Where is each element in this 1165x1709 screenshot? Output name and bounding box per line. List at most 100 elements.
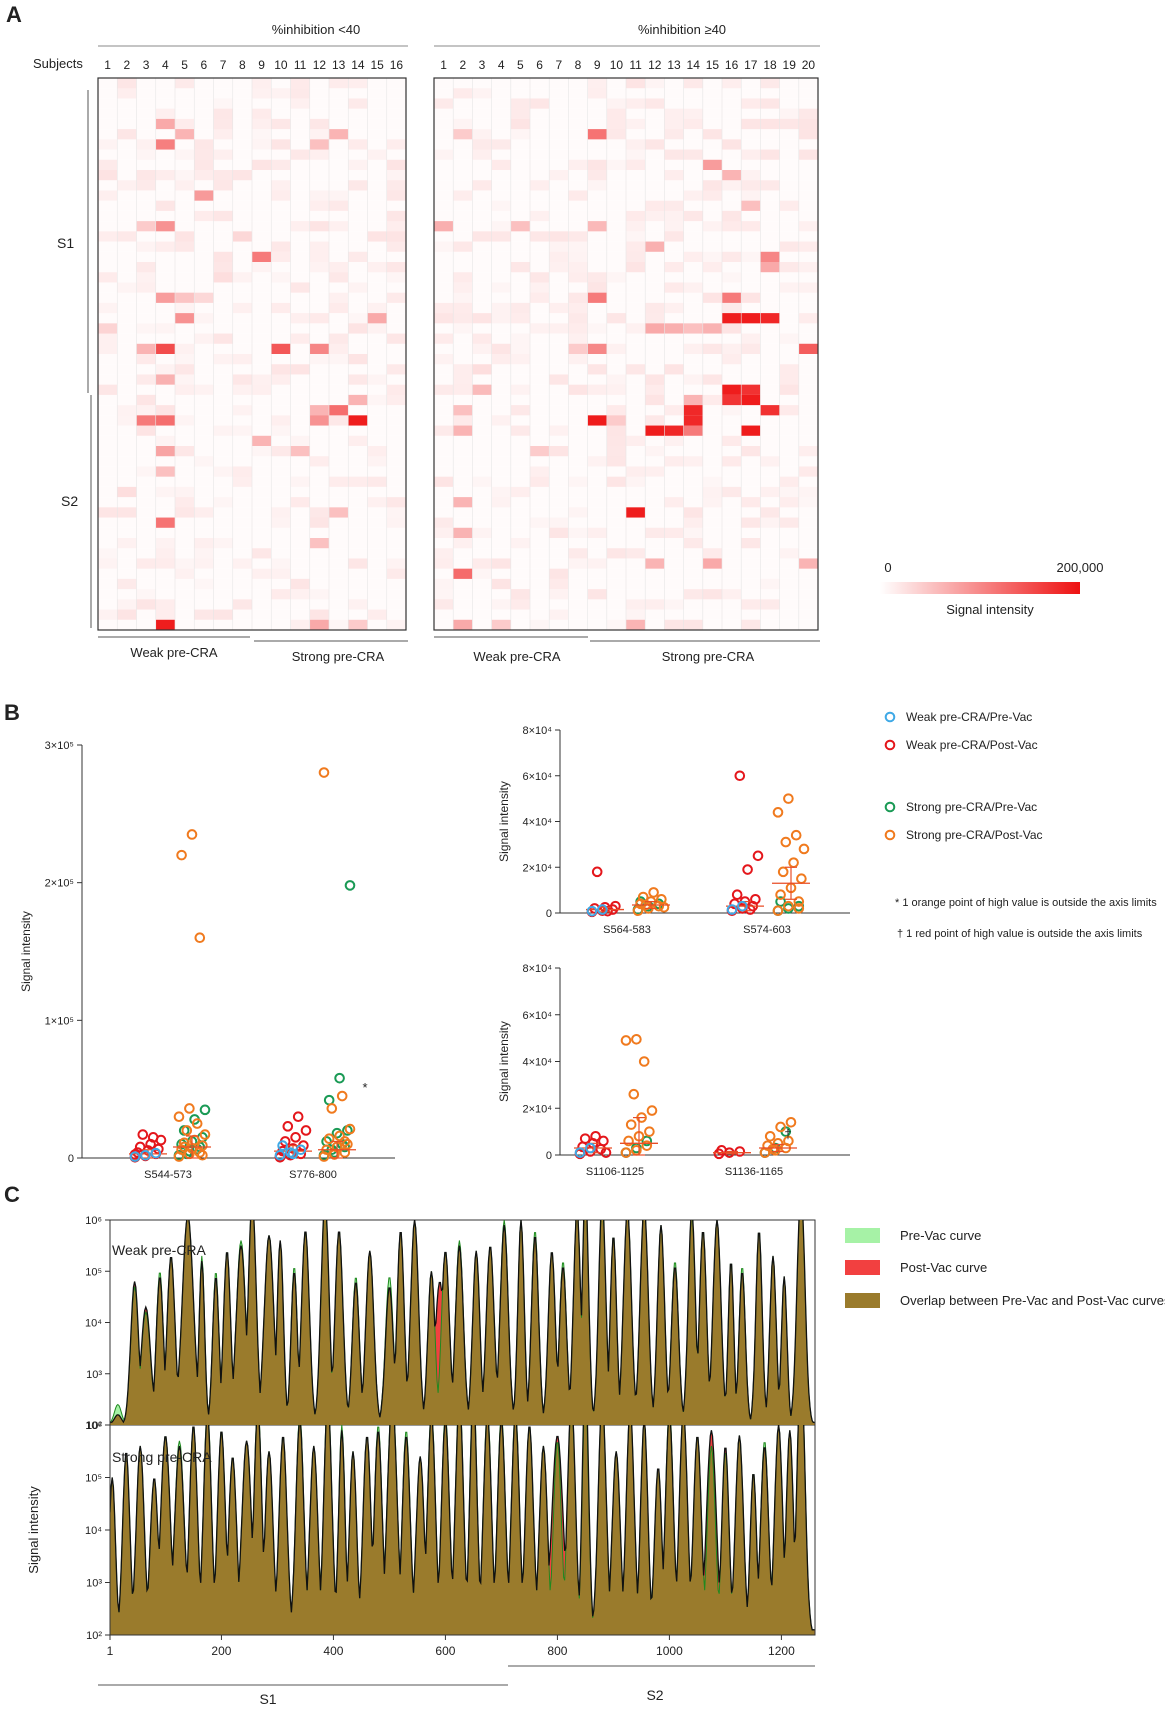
heatmap-cell: [271, 528, 290, 538]
heatmap-cell: [453, 589, 472, 599]
heatmap-cell: [213, 466, 233, 477]
heatmap-cell: [156, 395, 175, 405]
heatmap-cell: [626, 446, 645, 456]
legend-swatch: [845, 1293, 880, 1308]
heatmap-cell: [568, 579, 587, 589]
heatmap-cell: [760, 477, 779, 487]
heatmap-cell: [472, 415, 491, 425]
subject-label: 9: [594, 58, 601, 72]
heatmap-cell: [492, 364, 511, 374]
heatmap-cell: [472, 436, 491, 446]
heatmap-cell: [798, 149, 818, 160]
heatmap-cell: [194, 518, 213, 528]
heatmap-cell: [606, 405, 626, 416]
heatmap-cell: [387, 538, 406, 548]
heatmap-cell: [233, 252, 252, 262]
heatmap-cell: [722, 150, 741, 160]
heatmap-cell: [233, 293, 252, 303]
heatmap-cell: [368, 98, 387, 108]
heatmap-cell: [309, 221, 329, 232]
heatmap-cell: [722, 426, 741, 436]
heatmap-cell: [252, 159, 272, 170]
heatmap-cell: [780, 415, 799, 425]
y-tick-label: 8×10⁴: [522, 725, 552, 737]
heatmap-cell: [472, 180, 492, 191]
heatmap-cell: [722, 109, 741, 119]
heatmap-cell: [137, 620, 156, 630]
heatmap-cell: [310, 497, 329, 507]
heatmap-cell: [175, 252, 194, 262]
heatmap-cell: [156, 211, 175, 221]
heatmap-cell: [702, 476, 722, 487]
heatmap-cell: [348, 476, 368, 487]
heatmap-cell: [175, 426, 194, 436]
heatmap-cell: [472, 527, 492, 538]
heatmap-cell: [722, 334, 741, 344]
heatmap-cell: [175, 190, 194, 200]
heatmap-cell: [645, 78, 665, 89]
heatmap-cell: [214, 569, 233, 579]
heatmap-cell: [703, 150, 722, 160]
heatmap-cell: [779, 200, 799, 211]
legend-marker: [884, 739, 896, 751]
heatmap-cell: [271, 507, 291, 518]
heatmap-cell: [722, 569, 741, 579]
heatmap-cell: [252, 139, 272, 150]
heatmap-cell: [741, 78, 760, 88]
heatmap-cell: [568, 487, 587, 497]
heatmap-cell: [491, 200, 511, 211]
heatmap-cell: [760, 242, 779, 252]
heatmap-cell: [136, 272, 156, 283]
heatmap-cell: [664, 334, 683, 344]
heatmap-cell: [722, 201, 741, 211]
heatmap-cell: [780, 344, 799, 354]
heatmap-cell: [155, 538, 175, 549]
heatmap-cell: [568, 98, 587, 108]
heatmap-cell: [348, 569, 367, 579]
heatmap-cell: [117, 334, 136, 344]
heatmap-cell: [549, 436, 568, 446]
heatmap-cell: [348, 159, 368, 170]
heatmap-cell: [472, 384, 492, 395]
heatmap-cell: [683, 619, 703, 630]
heatmap-cell: [348, 548, 367, 558]
data-point: [586, 905, 598, 917]
heatmap-cell: [684, 436, 703, 446]
heatmap-cell: [175, 170, 195, 181]
heatmap-cell: [310, 385, 329, 395]
heatmap-cell: [387, 354, 406, 364]
heatmap-cell: [645, 446, 665, 457]
heatmap-cell: [606, 272, 626, 283]
heatmap-cell: [271, 589, 291, 600]
colorbar: [880, 582, 1080, 594]
heatmap-cell: [368, 180, 387, 190]
heatmap-cell: [348, 507, 367, 517]
heatmap-cell: [348, 201, 367, 211]
heatmap-cell: [664, 446, 683, 456]
heatmap-cell: [137, 98, 156, 108]
heatmap-cell: [741, 251, 761, 262]
heatmap-cell: [683, 538, 703, 549]
heatmap-cell: [587, 527, 607, 538]
heatmap-cell: [368, 78, 387, 88]
heatmap-cell: [453, 579, 472, 589]
heatmap-cell: [799, 139, 818, 149]
heatmap-cell: [137, 109, 156, 119]
heatmap-cell: [271, 334, 290, 344]
heatmap-cell: [722, 302, 742, 314]
heatmap-cell: [684, 129, 703, 139]
heatmap-cell: [530, 517, 550, 528]
heatmap-cell: [291, 507, 310, 517]
heatmap-hot-cell: [683, 323, 703, 334]
heatmap-cell: [329, 619, 349, 630]
heatmap-cell: [530, 272, 550, 283]
heatmap-cell: [568, 78, 587, 88]
heatmap-cell: [626, 487, 645, 497]
heatmap-cell: [799, 518, 818, 528]
heatmap-cell: [568, 262, 588, 273]
heatmap-cell: [664, 323, 684, 334]
heatmap-cell: [117, 466, 136, 476]
heatmap-cell: [309, 118, 329, 130]
heatmap-cell: [568, 119, 587, 129]
heatmap-hot-cell: [155, 139, 175, 150]
